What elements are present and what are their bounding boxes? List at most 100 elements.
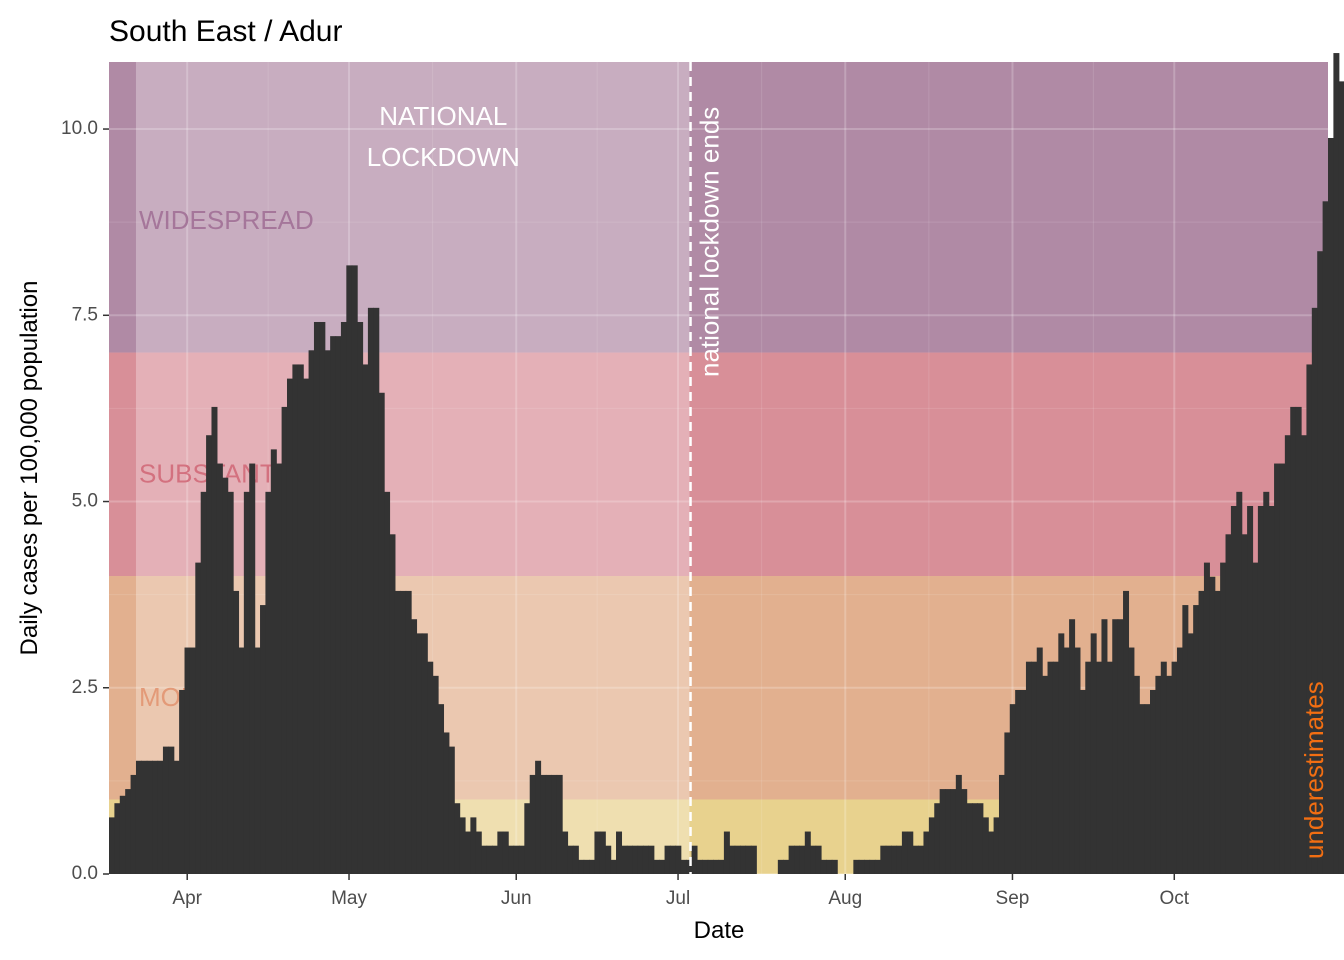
bar bbox=[567, 845, 574, 874]
x-tick-label: Oct bbox=[1159, 888, 1189, 909]
bars bbox=[109, 53, 1344, 875]
bar bbox=[653, 859, 660, 874]
bar bbox=[562, 831, 569, 874]
bar bbox=[864, 859, 871, 874]
bar bbox=[184, 647, 191, 874]
bar bbox=[556, 774, 563, 874]
bar bbox=[270, 449, 277, 874]
bar bbox=[265, 491, 272, 874]
bar bbox=[545, 774, 552, 874]
bar bbox=[578, 859, 585, 874]
chart-title: South East / Adur bbox=[109, 15, 342, 48]
bar bbox=[1036, 647, 1043, 874]
bar bbox=[589, 859, 596, 874]
bar bbox=[626, 845, 633, 874]
bar bbox=[1063, 647, 1070, 874]
bar bbox=[923, 831, 930, 874]
band-label-widespread: WIDESPREAD bbox=[139, 205, 314, 235]
bar bbox=[529, 774, 536, 874]
bar bbox=[1268, 505, 1275, 874]
bar bbox=[195, 562, 202, 874]
bar bbox=[1284, 435, 1291, 874]
bar bbox=[659, 859, 666, 874]
bar bbox=[389, 534, 396, 874]
x-axis: Apr May Jun Jul Aug Sep Oct bbox=[172, 874, 1190, 909]
y-axis: 0.0 2.5 5.0 7.5 10.0 bbox=[61, 118, 109, 884]
bar bbox=[1052, 661, 1059, 874]
bar bbox=[1225, 534, 1232, 874]
bar bbox=[734, 845, 741, 874]
bar bbox=[594, 831, 601, 874]
bar bbox=[400, 590, 407, 874]
bar bbox=[880, 845, 887, 874]
bar bbox=[464, 831, 471, 874]
bar bbox=[810, 845, 817, 874]
bar bbox=[826, 859, 833, 874]
bar bbox=[966, 803, 973, 874]
bar bbox=[313, 321, 320, 874]
bar bbox=[1263, 491, 1270, 874]
underestimates-label: underestimates bbox=[1299, 681, 1329, 859]
bar bbox=[740, 845, 747, 874]
bar bbox=[518, 845, 525, 874]
bar bbox=[853, 859, 860, 874]
bar bbox=[367, 307, 374, 875]
bar bbox=[357, 321, 364, 874]
bar bbox=[206, 435, 213, 874]
bar bbox=[1214, 590, 1221, 874]
bar bbox=[421, 633, 428, 874]
annotations: national lockdown ends NATIONAL LOCKDOWN un… bbox=[367, 62, 1329, 874]
bar bbox=[901, 831, 908, 874]
bar bbox=[168, 746, 175, 874]
bar bbox=[637, 845, 644, 874]
bar bbox=[373, 307, 380, 875]
bar bbox=[934, 803, 941, 874]
bar bbox=[1171, 661, 1178, 874]
bar bbox=[378, 392, 385, 874]
bar bbox=[750, 845, 757, 874]
bar bbox=[1176, 647, 1183, 874]
bar bbox=[502, 831, 509, 874]
bar bbox=[179, 689, 186, 874]
lockdown-label-line2: LOCKDOWN bbox=[367, 142, 520, 172]
bar bbox=[119, 795, 126, 874]
bar bbox=[572, 845, 579, 874]
bar bbox=[286, 378, 293, 874]
bar bbox=[912, 845, 919, 874]
bar bbox=[605, 845, 612, 874]
bar bbox=[491, 845, 498, 874]
x-tick-label: Jun bbox=[501, 888, 532, 909]
bar bbox=[1069, 619, 1076, 874]
y-axis-title: Daily cases per 100,000 population bbox=[16, 281, 43, 656]
bar bbox=[1128, 647, 1135, 874]
bar bbox=[319, 321, 326, 874]
bar bbox=[1015, 689, 1022, 874]
bar bbox=[1096, 661, 1103, 874]
bar bbox=[831, 859, 838, 874]
bar bbox=[982, 817, 989, 874]
bar bbox=[394, 590, 401, 874]
bar bbox=[675, 845, 682, 874]
bar bbox=[745, 845, 752, 874]
bar bbox=[1301, 435, 1308, 874]
bar bbox=[696, 859, 703, 874]
bar bbox=[146, 760, 153, 874]
bar bbox=[707, 859, 714, 874]
bar bbox=[972, 803, 979, 874]
bar bbox=[340, 321, 347, 874]
bar bbox=[109, 817, 115, 874]
bar bbox=[599, 831, 606, 874]
bar bbox=[416, 633, 423, 874]
bar bbox=[1031, 661, 1038, 874]
bar bbox=[162, 746, 169, 874]
bar bbox=[610, 859, 617, 874]
bar bbox=[1187, 633, 1194, 874]
bar bbox=[955, 774, 962, 874]
bar bbox=[173, 760, 180, 874]
bar bbox=[1295, 406, 1302, 874]
bar bbox=[729, 845, 736, 874]
bar bbox=[260, 605, 267, 874]
x-axis-title: Date bbox=[694, 917, 745, 944]
bar bbox=[281, 406, 288, 874]
bar bbox=[1182, 605, 1189, 874]
